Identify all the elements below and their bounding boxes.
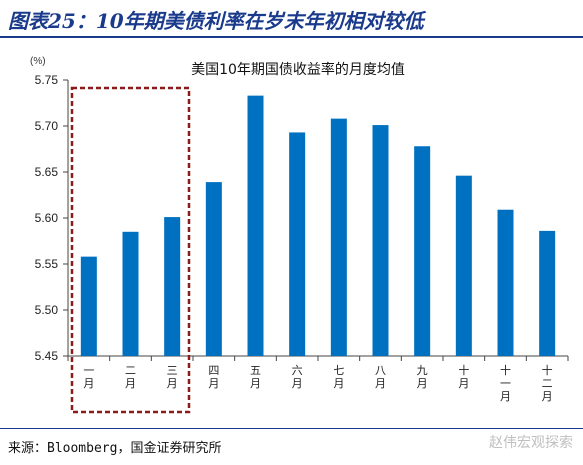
x-tick-label: 三月	[167, 364, 178, 390]
x-tick-label: 九月	[417, 364, 428, 390]
bar-12	[539, 230, 556, 356]
header-divider	[0, 36, 583, 38]
watermark: 赵伟宏观探索	[489, 435, 573, 451]
x-tick-label: 二月	[125, 364, 136, 390]
bar-3	[164, 217, 181, 356]
highlight-box	[70, 86, 191, 414]
bar-5	[247, 95, 264, 356]
x-tick-label: 八月	[375, 364, 386, 390]
y-tick-label: 5.50	[35, 303, 59, 317]
footer-divider	[0, 428, 583, 429]
x-tick-label: 十月	[458, 363, 469, 390]
source-note: 来源：Bloomberg，国金证券研究所	[8, 441, 222, 456]
y-tick-label: 5.55	[35, 257, 59, 271]
figure-title: 图表25：10年期美债利率在岁末年初相对较低	[8, 9, 424, 33]
labels-group: 5.45 5.50 5.55 5.60 5.65 5.70 5.75 一月 二月 三月 四月 五月 六月…	[35, 73, 553, 403]
figure-header: 图表25：10年期美债利率在岁末年初相对较低	[0, 0, 583, 38]
x-tick-label: 一月	[83, 364, 94, 390]
bar-1	[80, 256, 97, 356]
x-tick-label: 十二月	[542, 363, 553, 403]
bar-8	[372, 125, 389, 356]
x-tick-label: 七月	[333, 364, 344, 390]
bar-4	[205, 182, 222, 356]
bar-chart: 美国10年期国债收益率的月度均值 (%) 5.45 5.50 5.55 5.60 5.6…	[30, 56, 569, 414]
x-tick-label: 四月	[208, 364, 219, 390]
x-tick-label: 六月	[292, 364, 303, 390]
bar-9	[414, 146, 431, 356]
axes-group	[63, 79, 569, 414]
y-tick-label: 5.65	[35, 165, 59, 179]
x-tick-label: 五月	[250, 364, 261, 390]
bar-6	[289, 132, 306, 356]
y-tick-label: 5.45	[35, 349, 59, 363]
y-tick-label: 5.75	[35, 73, 59, 87]
y-axis-unit: (%)	[30, 56, 46, 67]
bar-2	[122, 231, 139, 356]
x-tick-label: 十一月	[500, 363, 511, 403]
bar-11	[497, 209, 514, 356]
chart-title: 美国10年期国债收益率的月度均值	[191, 61, 405, 78]
bars-group	[80, 95, 556, 356]
y-tick-label: 5.60	[35, 211, 59, 225]
bar-10	[455, 175, 472, 356]
bar-7	[330, 118, 347, 356]
y-tick-label: 5.70	[35, 119, 59, 133]
